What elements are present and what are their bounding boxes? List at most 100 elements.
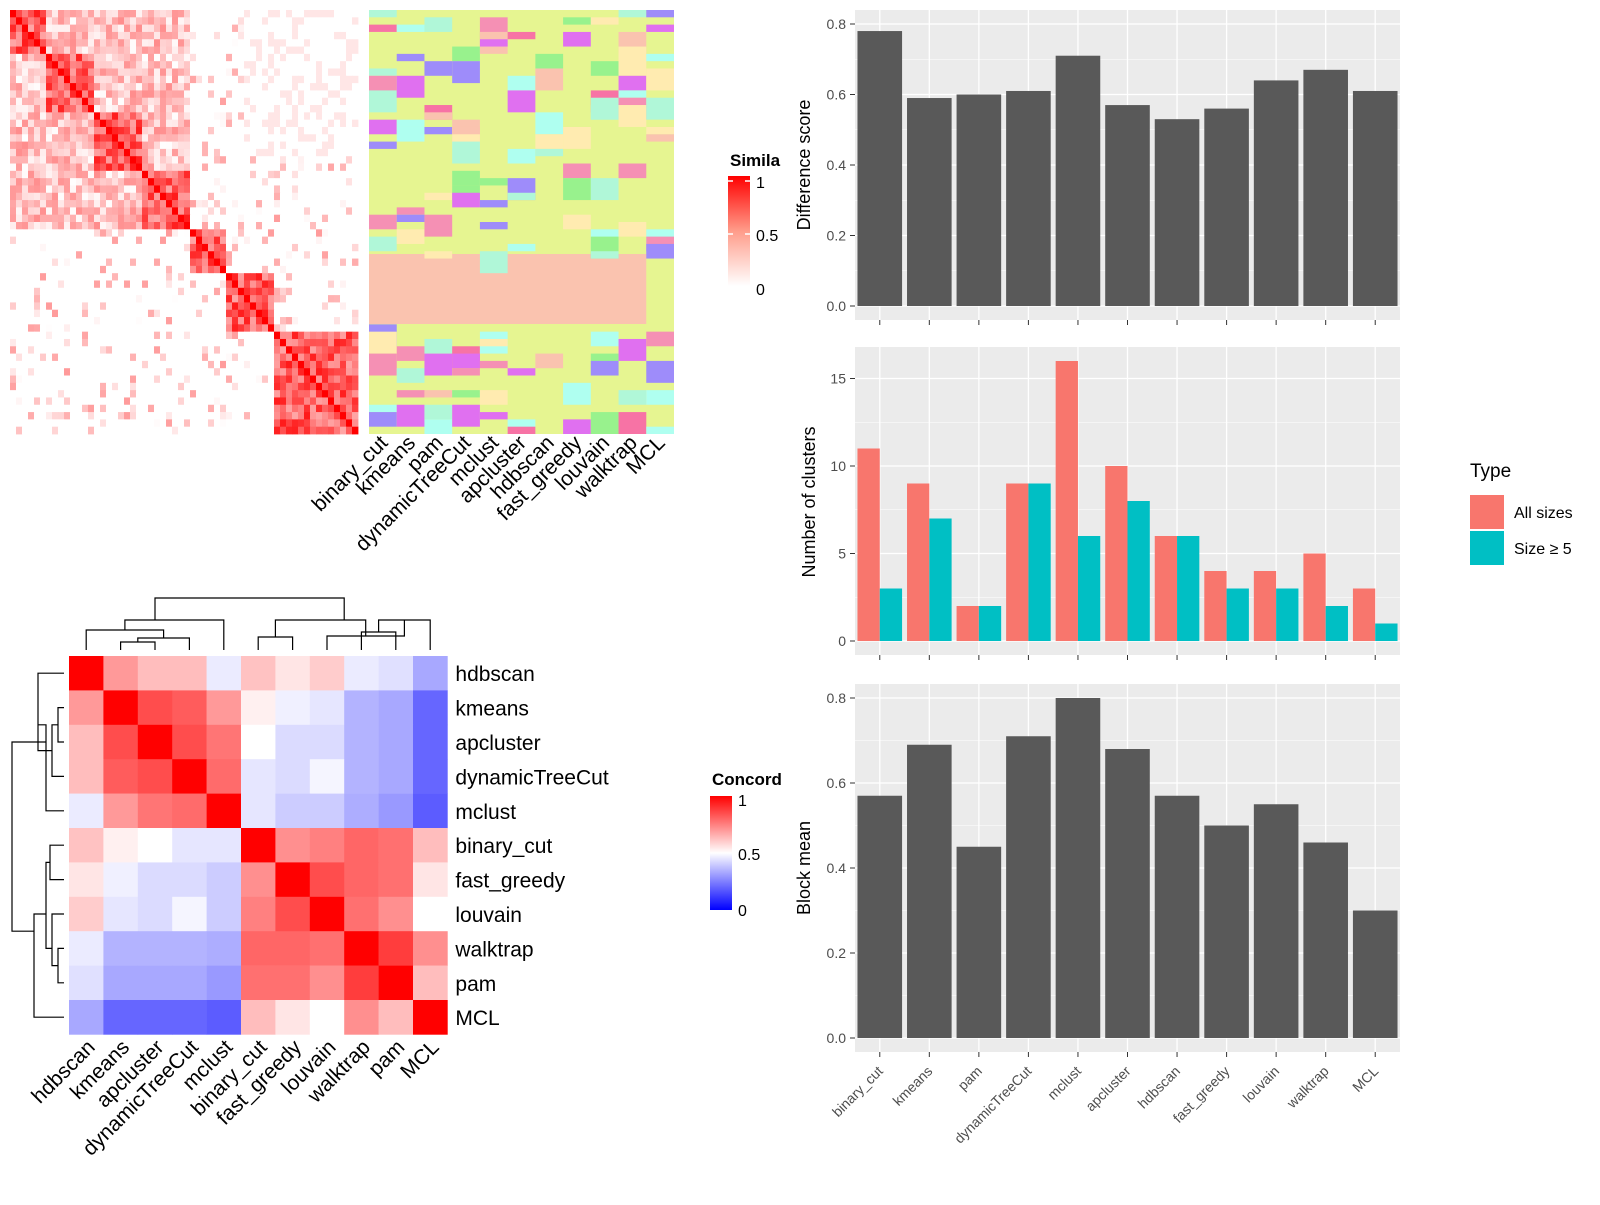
similarity-cell (208, 360, 215, 369)
similarity-cell (70, 397, 77, 406)
bar (1226, 588, 1249, 641)
similarity-cell (40, 141, 47, 150)
similarity-cell (292, 31, 299, 40)
similarity-cell (238, 200, 245, 208)
similarity-cell (328, 46, 335, 55)
similarity-cell (16, 309, 23, 318)
similarity-cell (52, 185, 59, 194)
similarity-cell (112, 53, 119, 62)
similarity-cell (118, 317, 125, 325)
similarity-cell (52, 353, 59, 362)
concordance-cell (241, 896, 276, 932)
similarity-cell (148, 229, 155, 238)
similarity-cell (346, 112, 353, 121)
similarity-cell (112, 90, 119, 99)
similarity-cell (280, 31, 287, 40)
similarity-cell (274, 119, 281, 128)
bar (1006, 736, 1051, 1038)
similarity-cell (106, 273, 113, 281)
similarity-cell (58, 97, 65, 106)
concordance-row-label: pam (455, 973, 496, 996)
similarity-cell (28, 119, 35, 128)
similarity-cell (154, 324, 161, 333)
similarity-cell (340, 265, 347, 274)
similarity-cell (352, 178, 359, 186)
similarity-cell (64, 53, 71, 62)
similarity-cell (142, 324, 149, 333)
similarity-cell (262, 280, 269, 289)
similarity-cell (340, 163, 347, 172)
similarity-cell (244, 273, 251, 281)
similarity-cell (322, 163, 329, 172)
similarity-cell (94, 17, 101, 26)
similarity-cell (316, 83, 323, 91)
similarity-cell (202, 39, 209, 47)
similarity-cell (268, 412, 275, 420)
class-cell (479, 390, 508, 405)
similarity-cell (142, 185, 149, 194)
similarity-cell (40, 338, 47, 347)
similarity-cell (352, 375, 359, 384)
concordance-cell (103, 862, 139, 898)
similarity-cell (106, 360, 113, 369)
similarity-cell (76, 302, 83, 311)
similarity-cell (142, 397, 149, 406)
similarity-cell (190, 412, 197, 420)
similarity-cell (76, 338, 83, 347)
similarity-cell (64, 134, 71, 142)
similarity-cell (70, 163, 77, 172)
similarity-cell (346, 426, 353, 435)
similarity-cell (220, 192, 227, 201)
similarity-cell (202, 412, 209, 420)
similarity-cell (34, 134, 41, 142)
bar (1253, 571, 1277, 641)
similarity-cell (130, 331, 137, 340)
similarity-cell (316, 222, 323, 230)
similarity-cell (136, 353, 143, 362)
similarity-cell (286, 148, 293, 157)
similarity-cell (106, 200, 113, 208)
concordance-cell (413, 828, 448, 863)
similarity-cell (232, 119, 239, 128)
similarity-cell (160, 426, 167, 435)
similarity-cell (316, 265, 323, 274)
concordance-cell (309, 759, 345, 794)
similarity-cell (226, 75, 233, 84)
similarity-cell (160, 119, 167, 128)
similarity-cell (322, 156, 329, 164)
similarity-cell (250, 280, 257, 289)
similarity-cell (148, 170, 155, 179)
similarity-cell (316, 141, 323, 150)
similarity-cell (220, 251, 227, 259)
similarity-cell (352, 68, 359, 77)
similarity-cell (298, 75, 305, 84)
similarity-cell (310, 17, 317, 26)
similarity-cell (328, 39, 335, 47)
similarity-cell (220, 419, 227, 428)
similarity-cell (316, 148, 323, 157)
similarity-cell (298, 148, 305, 157)
similarity-cell (280, 302, 287, 311)
similarity-cell (178, 346, 185, 354)
similarity-cell (352, 397, 359, 406)
similarity-cell (64, 390, 71, 398)
similarity-cell (100, 273, 107, 281)
similarity-cell (34, 302, 41, 311)
similarity-cell (190, 141, 197, 150)
similarity-cell (34, 163, 41, 172)
similarity-cell (166, 46, 173, 55)
similarity-cell (262, 404, 269, 413)
similarity-cell (34, 317, 41, 325)
similarity-cell (268, 39, 275, 47)
similarity-cell (214, 126, 221, 135)
class-cell (590, 360, 619, 376)
similarity-cell (136, 287, 143, 296)
similarity-cell (220, 17, 227, 26)
similarity-cell (106, 404, 113, 413)
similarity-cell (16, 24, 23, 33)
similarity-cell (208, 148, 215, 157)
similarity-cell (340, 375, 347, 384)
similarity-cell (274, 200, 281, 208)
similarity-cell (220, 375, 227, 384)
similarity-cell (328, 207, 335, 216)
